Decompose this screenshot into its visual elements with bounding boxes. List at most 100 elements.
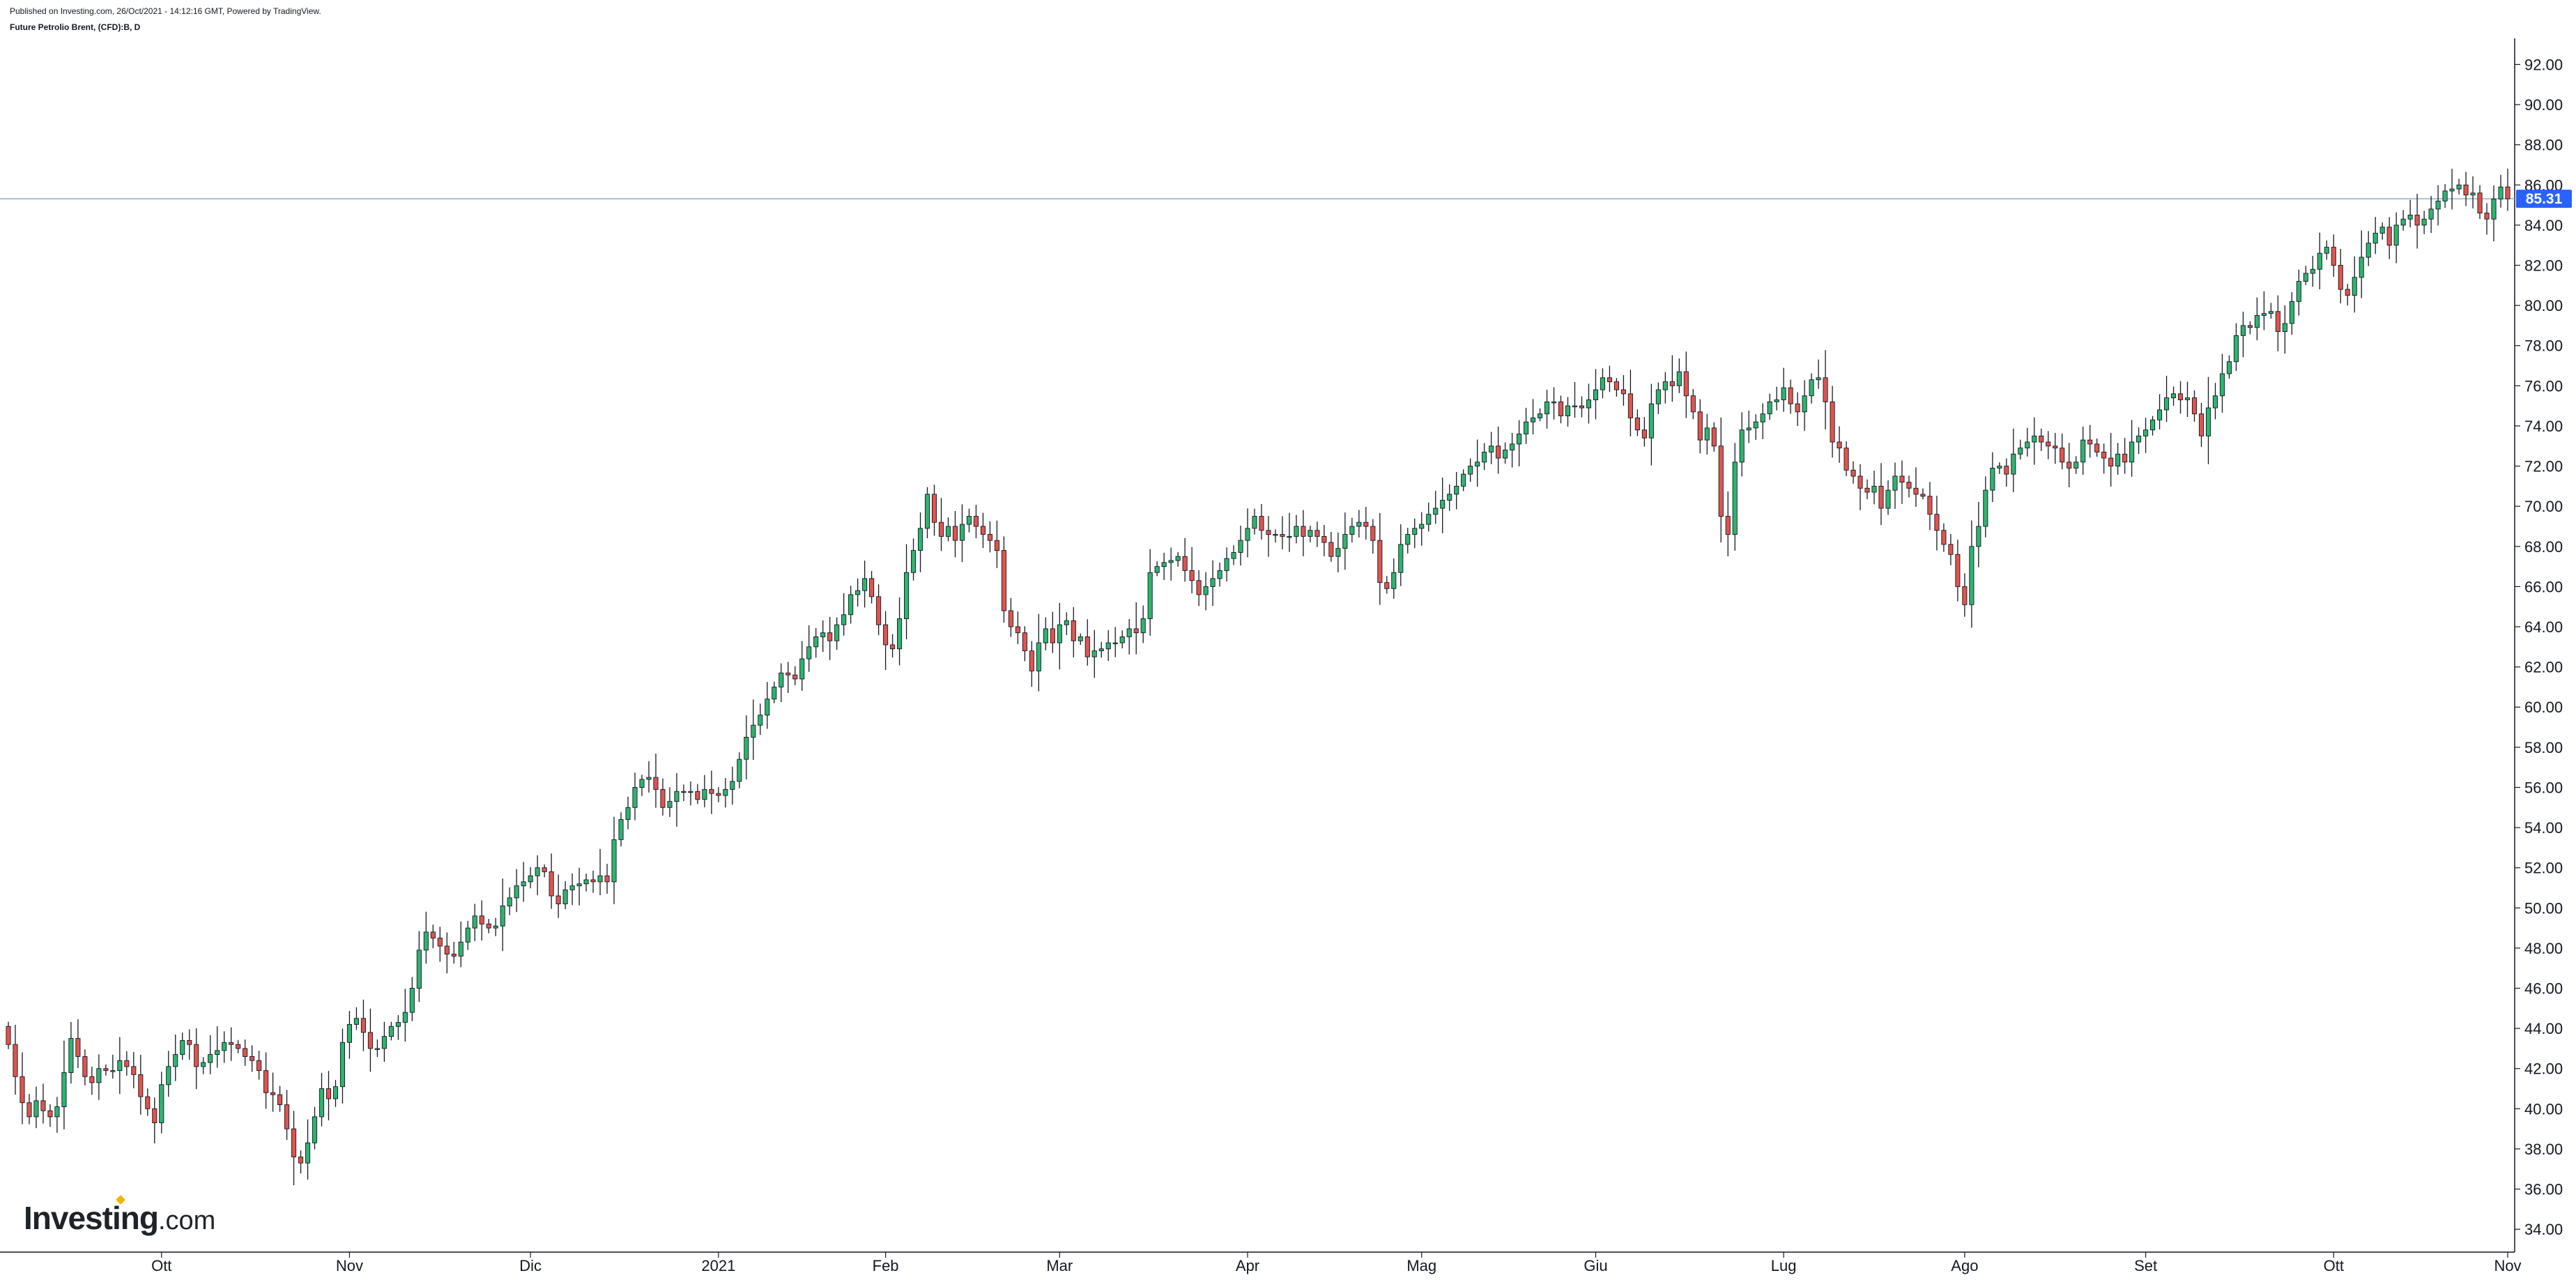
candle-up xyxy=(1816,377,1821,381)
candle-up xyxy=(2282,323,2287,333)
candle-down xyxy=(2386,227,2392,246)
y-tick-label: 36.00 xyxy=(2524,1181,2563,1198)
candle-down xyxy=(1370,526,1376,541)
candle-up xyxy=(2324,247,2329,254)
candle-up xyxy=(1461,473,1466,487)
candle-down xyxy=(2053,445,2058,449)
candle-up xyxy=(535,867,540,876)
candle-up xyxy=(61,1072,67,1107)
candle-down xyxy=(1280,534,1285,537)
candle-up xyxy=(667,801,673,808)
candle-up xyxy=(2136,435,2142,443)
candle-up xyxy=(862,578,868,591)
candle-down xyxy=(1084,636,1090,657)
candle-down xyxy=(2275,311,2280,333)
candle-down xyxy=(1301,526,1306,537)
candle-down xyxy=(987,534,992,541)
candle-up xyxy=(1057,624,1062,643)
candle-up xyxy=(2254,315,2260,328)
candle-down xyxy=(2177,393,2184,400)
candle-up xyxy=(674,791,680,802)
candle-up xyxy=(639,779,645,788)
candle-up xyxy=(1154,566,1160,573)
candle-up xyxy=(416,950,422,989)
candle-up xyxy=(1510,443,1515,450)
candle-up xyxy=(2379,227,2385,234)
candle-up xyxy=(381,1036,387,1049)
candle-up xyxy=(2115,453,2121,467)
candle-up xyxy=(409,988,415,1013)
candle-up xyxy=(472,915,477,929)
candle-up xyxy=(945,526,951,537)
candle-down xyxy=(1496,445,1501,459)
candle-up xyxy=(2317,252,2322,270)
y-tick-label: 80.00 xyxy=(2524,297,2563,314)
candle-up xyxy=(319,1088,325,1118)
candle-up xyxy=(528,875,533,883)
candle-up xyxy=(1767,401,1772,415)
candle-down xyxy=(1641,429,1647,439)
candle-up xyxy=(1294,526,1299,537)
candle-up xyxy=(2400,218,2406,226)
candle-down xyxy=(2331,247,2336,266)
candle-up xyxy=(959,524,965,541)
candle-up xyxy=(159,1084,164,1123)
candle-up xyxy=(1760,413,1765,422)
candle-up xyxy=(1544,401,1550,415)
candle-up xyxy=(1105,642,1111,650)
candle-down xyxy=(6,1026,11,1045)
candle-up xyxy=(1892,475,1898,491)
candle-up xyxy=(1447,494,1452,501)
candle-up xyxy=(1565,405,1571,417)
candle-up xyxy=(917,528,923,551)
candle-up xyxy=(1287,535,1292,538)
candle-up xyxy=(312,1116,318,1143)
candle-down xyxy=(243,1048,248,1057)
candle-down xyxy=(792,674,798,680)
candle-down xyxy=(1697,411,1703,441)
candle-down xyxy=(2004,466,2009,475)
candle-up xyxy=(353,1018,359,1025)
candle-down xyxy=(284,1104,290,1129)
candle-up xyxy=(1238,540,1243,553)
candle-down xyxy=(1899,475,1905,483)
candle-up xyxy=(765,699,770,716)
candle-down xyxy=(2345,289,2350,296)
symbol-title: Future Petrolio Brent, (CFD):B, D xyxy=(10,22,141,32)
published-note: Published on Investing.com, 26/Oct/2021 … xyxy=(10,6,321,16)
candle-up xyxy=(2080,439,2086,463)
y-tick-label: 42.00 xyxy=(2524,1060,2563,1078)
candle-up xyxy=(215,1050,220,1056)
candle-up xyxy=(1419,524,1425,529)
candle-down xyxy=(1607,377,1612,383)
candle-up xyxy=(1704,427,1710,441)
candle-up xyxy=(1746,427,1751,431)
y-tick-label: 88.00 xyxy=(2524,137,2563,154)
y-tick-label: 48.00 xyxy=(2524,940,2563,957)
candle-down xyxy=(360,1018,366,1033)
candle-down xyxy=(994,540,999,551)
candle-up xyxy=(799,658,805,680)
candle-down xyxy=(13,1044,18,1077)
candle-up xyxy=(1586,399,1592,409)
candle-up xyxy=(2442,190,2448,201)
candle-up xyxy=(1468,466,1473,475)
candle-down xyxy=(1627,393,1633,418)
candle-up xyxy=(2157,409,2163,420)
candle-down xyxy=(890,644,896,650)
candle-down xyxy=(1830,401,1835,443)
candle-up xyxy=(1662,381,1668,390)
candle-down xyxy=(1029,650,1034,671)
candle-down xyxy=(1948,544,1954,555)
logo-main: Investing xyxy=(24,1200,159,1236)
candle-up xyxy=(1391,572,1397,589)
candle-up xyxy=(576,883,582,887)
candle-down xyxy=(2484,213,2490,220)
candle-up xyxy=(166,1066,171,1085)
candle-down xyxy=(1920,494,1926,497)
candle-down xyxy=(590,879,596,883)
candle-up xyxy=(388,1026,394,1037)
candle-up xyxy=(848,594,854,616)
candle-down xyxy=(2477,192,2483,214)
